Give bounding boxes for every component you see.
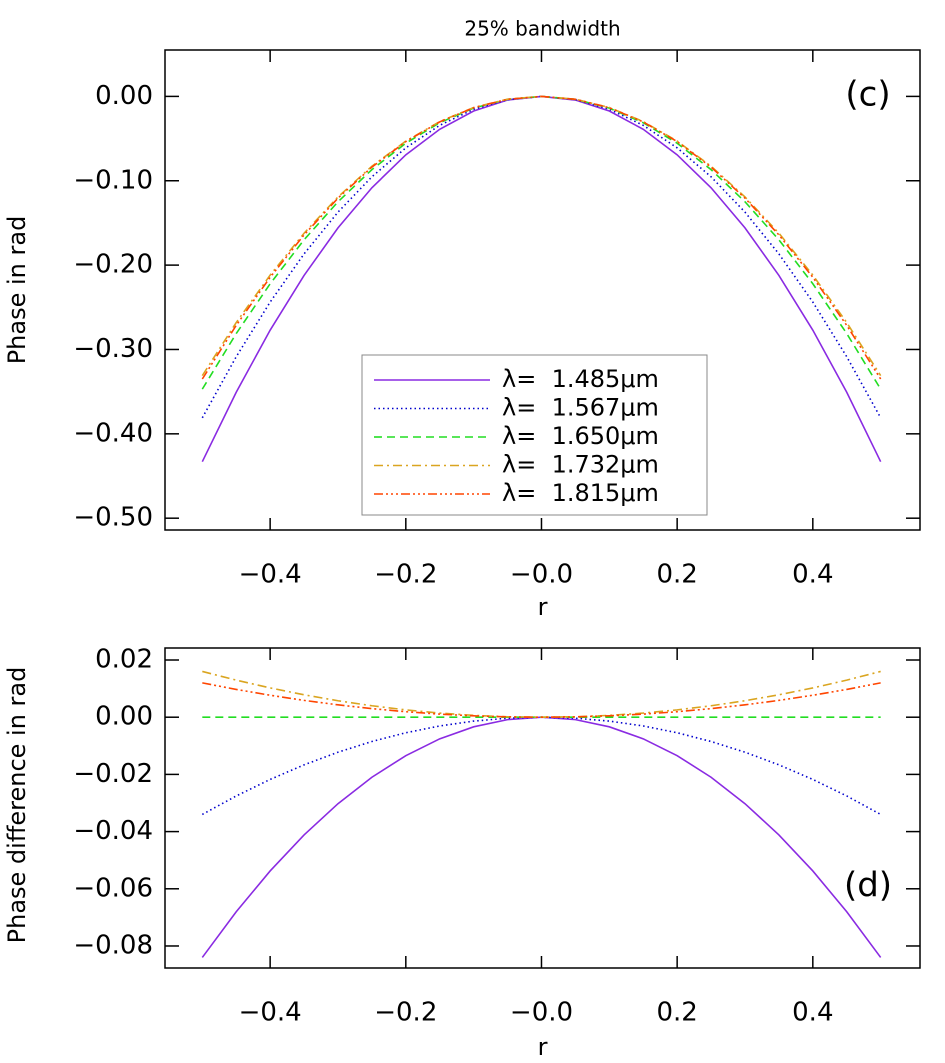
y-tick-label: 0.00: [95, 81, 153, 111]
chart-title: 25% bandwidth: [464, 17, 620, 41]
legend-label: λ= 1.815μm: [502, 479, 659, 507]
y-tick-label: −0.40: [73, 418, 153, 448]
x-tick-label: −0.4: [239, 560, 302, 590]
x-axis-label: r: [538, 1033, 548, 1061]
y-tick-label: −0.20: [73, 250, 153, 280]
series-line: [201, 716, 882, 958]
x-tick-label: −0.4: [239, 998, 302, 1028]
x-axis-label: r: [538, 593, 548, 621]
x-tick-label: −0.0: [510, 560, 573, 590]
series-line: [201, 95, 882, 390]
panel-label: (d): [844, 866, 892, 906]
y-tick-label: 0.02: [95, 645, 153, 675]
panel-label: (c): [845, 75, 890, 115]
x-tick-label: 0.4: [792, 560, 833, 590]
x-tick-label: 0.2: [656, 560, 697, 590]
y-axis-label: Phase difference in rad: [3, 667, 31, 944]
x-tick-label: −0.2: [374, 998, 437, 1028]
y-tick-label: 0.00: [95, 702, 153, 732]
legend-label: λ= 1.567μm: [502, 394, 659, 422]
x-tick-label: 0.2: [656, 998, 697, 1028]
series-line: [201, 95, 882, 380]
legend-box: [361, 354, 708, 516]
y-tick-label: −0.06: [73, 873, 153, 903]
x-tick-label: −0.0: [510, 998, 573, 1028]
y-tick-label: −0.04: [73, 816, 153, 846]
x-tick-label: −0.2: [374, 560, 437, 590]
y-tick-label: −0.30: [73, 334, 153, 364]
series-line: [202, 682, 881, 719]
series-line: [201, 95, 882, 419]
y-axis-label: Phase in rad: [3, 216, 31, 365]
y-tick-label: −0.08: [73, 930, 153, 960]
legend-label: λ= 1.732μm: [502, 451, 659, 479]
plot-frame: [164, 647, 921, 969]
series-line: [201, 716, 882, 816]
plot-frame: [164, 49, 921, 531]
y-tick-label: −0.50: [73, 503, 153, 533]
series-line: [202, 670, 881, 719]
legend-label: λ= 1.650μm: [502, 422, 659, 450]
x-tick-label: 0.4: [792, 998, 833, 1028]
legend-label: λ= 1.485μm: [502, 365, 659, 393]
y-tick-label: −0.10: [73, 165, 153, 195]
y-tick-label: −0.02: [73, 759, 153, 789]
